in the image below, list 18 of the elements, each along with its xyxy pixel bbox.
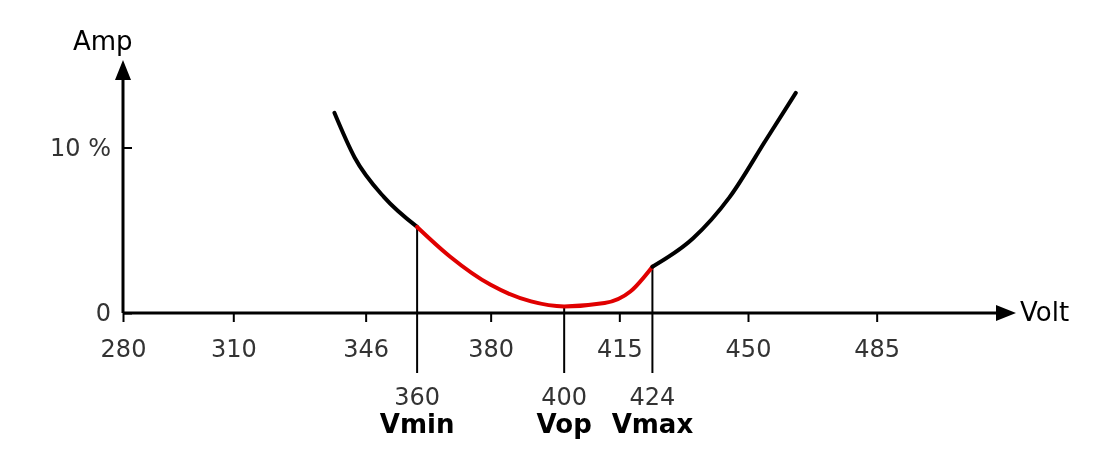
x-tick-label: 485 [854,335,901,364]
x-tick-label: 450 [725,335,772,364]
text: 424 [629,383,676,411]
x-tick-label: 380 [468,335,515,364]
line-series [415,224,655,309]
x-tick-label: 346 [343,335,390,364]
ref-line-label: Vmax [611,409,694,439]
ref-line-label: Vmin [379,409,455,439]
text: 400 [541,383,588,411]
text: 360 [394,383,441,411]
x-tick-label: 415 [596,335,643,364]
y-tick-label: 0 [95,299,111,328]
x-tick-label: 280 [100,335,147,364]
y-tick-label: 10 % [50,133,111,162]
x-axis-title: Volt [1020,297,1070,327]
x-tick-label: 310 [210,335,257,364]
y-axis-title: Amp [73,26,133,56]
ref-line-label: Vop [536,409,592,439]
